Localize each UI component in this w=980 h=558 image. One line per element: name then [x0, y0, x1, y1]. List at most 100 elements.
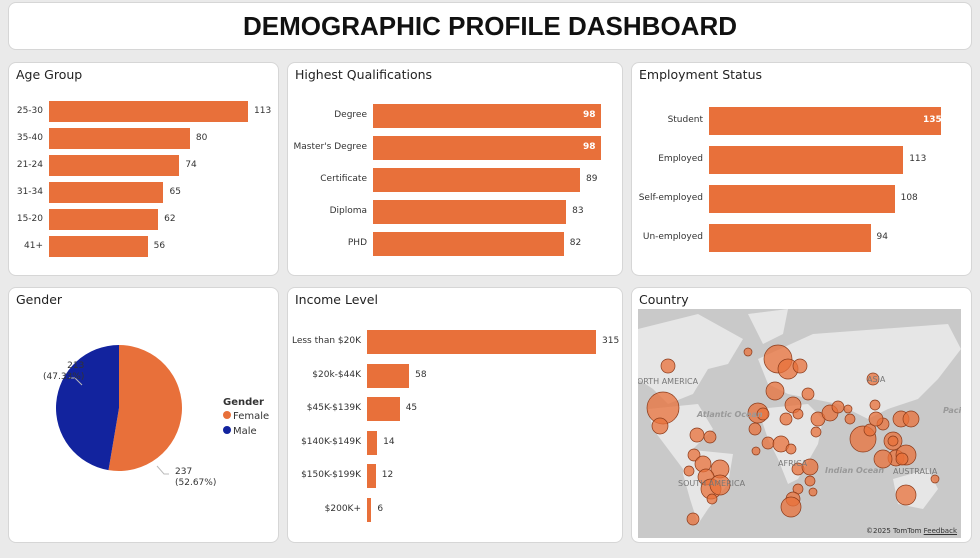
label-north-america: NORTH AMERICA	[638, 377, 699, 386]
country-bubble[interactable]	[873, 449, 893, 469]
country-bubble[interactable]	[844, 413, 856, 425]
country-bubble[interactable]	[703, 430, 717, 444]
country-bubble[interactable]	[866, 372, 880, 386]
male-data-label: 213 (47.33%)	[43, 361, 85, 382]
data-label: 80	[195, 132, 208, 143]
category-label: 25-30	[16, 105, 43, 116]
country-bubble[interactable]	[683, 465, 695, 477]
bar[interactable]	[367, 363, 410, 388]
male-swatch-icon	[223, 426, 231, 434]
category-label: Master's Degree	[293, 142, 367, 152]
category-label: Diploma	[329, 206, 367, 216]
country-bubble[interactable]	[792, 408, 804, 420]
bar[interactable]	[49, 128, 190, 149]
employment-chart[interactable]: Employment Status Student 135 Employed 113 Se…	[631, 62, 972, 276]
bar[interactable]	[49, 155, 180, 176]
gender-chart[interactable]: Gender 213 (47.33%) 237 (52.67%) Gender Fe…	[8, 287, 279, 543]
country-bubble[interactable]	[709, 474, 731, 496]
country-bubble[interactable]	[804, 475, 816, 487]
country-bubble[interactable]	[743, 347, 753, 357]
map-canvas[interactable]: NORTH AMERICA SOUTH AMERICA AFRICA ASIA …	[638, 309, 961, 538]
chart-title: Age Group	[16, 67, 83, 82]
category-label: Self-employed	[638, 193, 703, 203]
country-bubble[interactable]	[687, 448, 701, 462]
category-label: $20k-$44K	[312, 369, 361, 380]
country-bubble[interactable]	[863, 423, 877, 437]
qualifications-chart[interactable]: Highest Qualifications Degree 98 Master's D…	[287, 62, 623, 276]
country-bubble[interactable]	[651, 417, 669, 435]
country-bubble[interactable]	[751, 446, 761, 456]
country-bubble[interactable]	[772, 435, 790, 453]
chart-title: Income Level	[295, 292, 378, 307]
country-bubble[interactable]	[660, 358, 676, 374]
country-bubble[interactable]	[808, 487, 818, 497]
legend-item-female[interactable]: Female	[223, 411, 269, 422]
country-bubble[interactable]	[779, 412, 793, 426]
bar[interactable]	[373, 136, 601, 160]
category-label: Degree	[334, 110, 367, 120]
bar[interactable]	[49, 182, 164, 203]
country-bubble[interactable]	[785, 443, 797, 455]
bar[interactable]	[367, 430, 378, 455]
country-bubble[interactable]	[686, 512, 700, 526]
country-bubble[interactable]	[869, 399, 881, 411]
country-bubble[interactable]	[780, 496, 802, 518]
bar[interactable]	[709, 146, 904, 174]
bar[interactable]	[49, 209, 159, 230]
bar[interactable]	[49, 236, 148, 257]
bar[interactable]	[373, 104, 601, 128]
label-asia: ASIA	[867, 375, 886, 384]
bar[interactable]	[709, 185, 895, 213]
country-bubble[interactable]	[765, 381, 785, 401]
category-label: $200K+	[324, 503, 361, 514]
country-bubble[interactable]	[689, 427, 705, 443]
category-label: Less than $20K	[291, 336, 361, 346]
data-label: 82	[569, 238, 582, 248]
country-bubble[interactable]	[761, 436, 775, 450]
bar[interactable]	[709, 107, 941, 135]
country-bubble[interactable]	[706, 493, 718, 505]
country-bubble[interactable]	[792, 358, 808, 374]
bar[interactable]	[367, 330, 596, 354]
data-label: 56	[153, 240, 166, 251]
bar[interactable]	[373, 168, 581, 192]
data-label: 45	[405, 403, 418, 413]
bar[interactable]	[367, 464, 376, 488]
leader-line	[156, 465, 169, 475]
country-bubble[interactable]	[756, 407, 770, 421]
category-label: 31-34	[16, 186, 43, 197]
chart-title: Highest Qualifications	[295, 67, 433, 82]
country-bubble[interactable]	[801, 458, 819, 476]
pie-slice-male[interactable]	[56, 345, 119, 471]
bar[interactable]	[373, 232, 564, 256]
category-label: 21-24	[16, 159, 43, 170]
data-label: 113	[909, 154, 927, 164]
country-bubble[interactable]	[887, 435, 899, 447]
country-bubble[interactable]	[843, 404, 853, 414]
country-bubble[interactable]	[902, 410, 920, 428]
country-bubble[interactable]	[868, 411, 884, 427]
pie-slice-female[interactable]	[108, 345, 182, 471]
country-map[interactable]: Country NORTH AMERICA SOUTH AMERICA AFRI…	[631, 287, 972, 543]
country-bubble[interactable]	[930, 474, 940, 484]
country-bubble[interactable]	[895, 484, 917, 506]
label-atlantic-ocean: Atlantic Ocean	[697, 410, 763, 419]
bar[interactable]	[709, 224, 871, 252]
page-title: DEMOGRAPHIC PROFILE DASHBOARD	[242, 10, 737, 41]
category-label: Certificate	[320, 174, 367, 184]
data-label: 89	[586, 174, 598, 184]
country-bubble[interactable]	[810, 426, 822, 438]
income-level-chart[interactable]: Income Level Less than $20K 315 $20k-$44K 58…	[287, 287, 623, 543]
country-bubble[interactable]	[831, 400, 845, 414]
bar[interactable]	[373, 200, 567, 224]
legend-item-male[interactable]: Male	[223, 426, 269, 437]
country-bubble[interactable]	[748, 422, 762, 436]
bar[interactable]	[367, 397, 400, 421]
country-bubble[interactable]	[801, 387, 815, 401]
feedback-link[interactable]: Feedback	[923, 527, 957, 535]
age-group-chart[interactable]: Age Group 25-30 113 35-40 80 21-24 74 31-34 65 15…	[8, 62, 279, 276]
bar[interactable]	[49, 101, 248, 122]
country-bubble[interactable]	[895, 452, 909, 466]
data-label: 65	[169, 186, 181, 197]
bar[interactable]	[367, 497, 372, 522]
